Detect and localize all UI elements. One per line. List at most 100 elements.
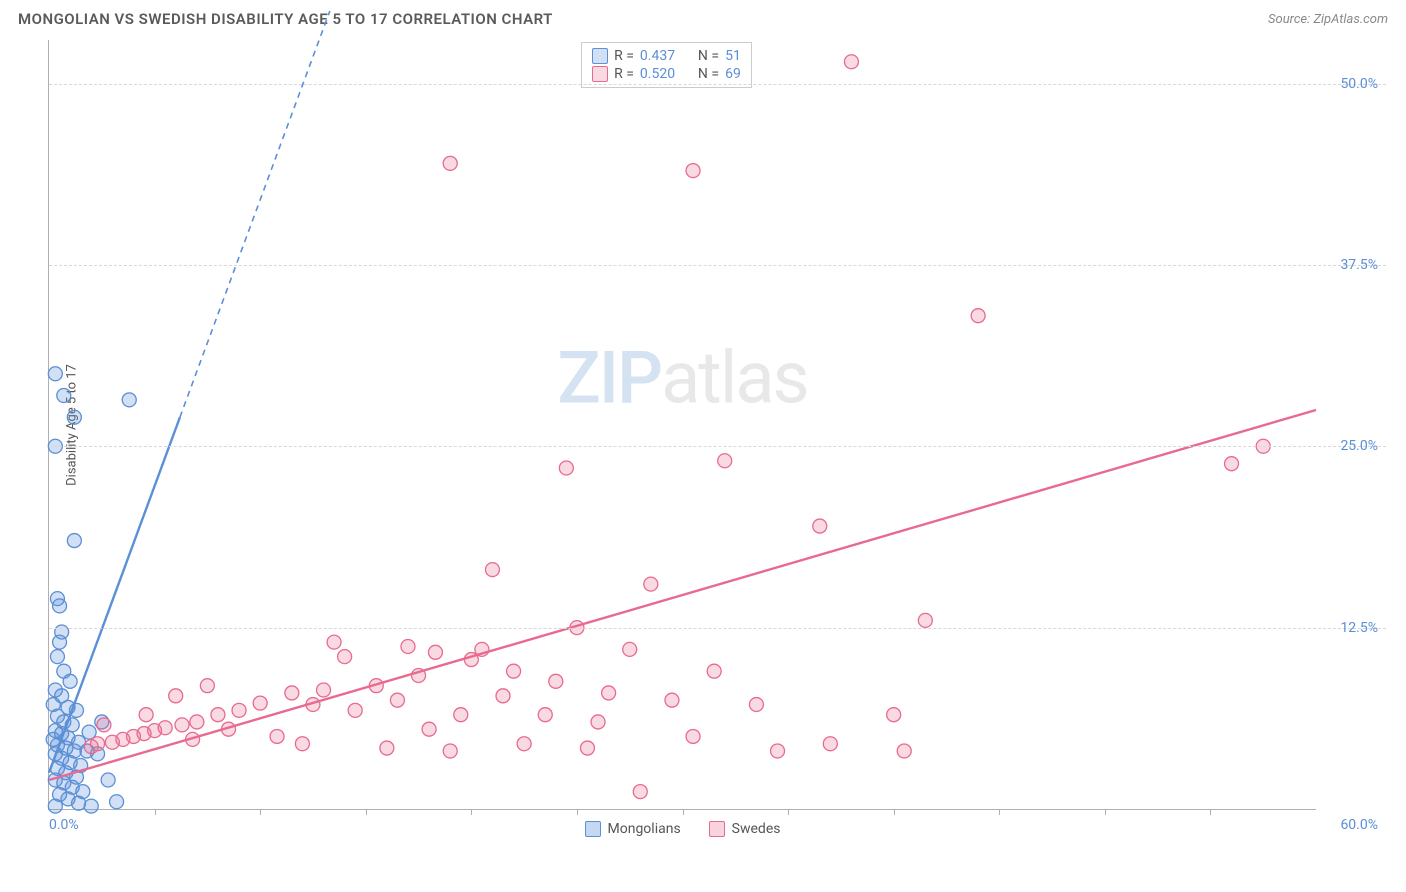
data-point bbox=[50, 650, 64, 664]
x-tick bbox=[683, 809, 684, 815]
data-point bbox=[380, 741, 394, 755]
data-point bbox=[665, 693, 679, 707]
grid-line bbox=[49, 628, 1386, 629]
grid-line bbox=[49, 84, 1386, 85]
x-tick-label: 60.0% bbox=[1340, 817, 1378, 833]
data-point bbox=[517, 737, 531, 751]
legend-swatch bbox=[709, 821, 725, 837]
data-point bbox=[53, 635, 67, 649]
chart-title: MONGOLIAN VS SWEDISH DISABILITY AGE 5 TO… bbox=[18, 10, 553, 28]
legend-n-label: N = bbox=[698, 48, 719, 64]
y-tick-label: 50.0% bbox=[1340, 76, 1378, 92]
data-point bbox=[338, 650, 352, 664]
data-point bbox=[285, 686, 299, 700]
legend-r-label: R = bbox=[614, 48, 634, 64]
legend-item: Mongolians bbox=[585, 821, 681, 837]
x-tick bbox=[366, 809, 367, 815]
x-tick bbox=[894, 809, 895, 815]
data-point bbox=[175, 718, 189, 732]
data-point bbox=[443, 744, 457, 758]
trend-line-extrapolated bbox=[180, 11, 330, 417]
x-tick bbox=[577, 809, 578, 815]
data-point bbox=[971, 309, 985, 323]
legend-swatch bbox=[592, 66, 608, 82]
data-point bbox=[918, 613, 932, 627]
data-point bbox=[101, 773, 115, 787]
legend-row: R =0.520N =69 bbox=[592, 65, 741, 83]
chart-container: Disability Age 5 to 17 ZIPatlas R =0.437… bbox=[48, 40, 1386, 860]
data-point bbox=[549, 674, 563, 688]
data-point bbox=[686, 164, 700, 178]
plot-area: Disability Age 5 to 17 ZIPatlas R =0.437… bbox=[48, 40, 1316, 810]
grid-line bbox=[49, 446, 1386, 447]
data-point bbox=[48, 799, 62, 813]
data-point bbox=[538, 708, 552, 722]
legend-n-value: 51 bbox=[725, 48, 741, 64]
data-point bbox=[887, 708, 901, 722]
data-point bbox=[348, 703, 362, 717]
data-point bbox=[48, 367, 62, 381]
data-point bbox=[718, 454, 732, 468]
correlation-legend: R =0.437N =51R =0.520N =69 bbox=[581, 42, 752, 88]
data-point bbox=[122, 393, 136, 407]
legend-swatch bbox=[592, 48, 608, 64]
data-point bbox=[580, 741, 594, 755]
data-point bbox=[686, 729, 700, 743]
y-tick-label: 37.5% bbox=[1340, 257, 1378, 273]
data-point bbox=[295, 737, 309, 751]
series-legend: Mongolians Swedes bbox=[585, 821, 781, 837]
data-point bbox=[270, 729, 284, 743]
chart-source: Source: ZipAtlas.com bbox=[1268, 12, 1388, 27]
data-point bbox=[813, 519, 827, 533]
data-point bbox=[253, 696, 267, 710]
data-point bbox=[232, 703, 246, 717]
data-point bbox=[46, 732, 60, 746]
data-point bbox=[591, 715, 605, 729]
x-tick bbox=[999, 809, 1000, 815]
data-point bbox=[72, 796, 86, 810]
data-point bbox=[771, 744, 785, 758]
legend-label: Swedes bbox=[732, 821, 781, 837]
data-point bbox=[139, 708, 153, 722]
data-point bbox=[327, 635, 341, 649]
data-point bbox=[507, 664, 521, 678]
data-point bbox=[169, 689, 183, 703]
legend-n-value: 69 bbox=[725, 66, 741, 82]
data-point bbox=[67, 410, 81, 424]
data-point bbox=[559, 461, 573, 475]
data-point bbox=[633, 785, 647, 799]
legend-r-label: R = bbox=[614, 66, 634, 82]
data-point bbox=[97, 718, 111, 732]
data-point bbox=[422, 722, 436, 736]
scatter-plot-svg bbox=[49, 40, 1316, 809]
y-tick-label: 25.0% bbox=[1340, 438, 1378, 454]
data-point bbox=[105, 735, 119, 749]
data-point bbox=[110, 795, 124, 809]
x-tick bbox=[260, 809, 261, 815]
data-point bbox=[707, 664, 721, 678]
data-point bbox=[443, 156, 457, 170]
data-point bbox=[644, 577, 658, 591]
chart-header: MONGOLIAN VS SWEDISH DISABILITY AGE 5 TO… bbox=[0, 0, 1406, 36]
y-tick-label: 12.5% bbox=[1340, 620, 1378, 636]
x-tick bbox=[1105, 809, 1106, 815]
data-point bbox=[823, 737, 837, 751]
data-point bbox=[428, 645, 442, 659]
legend-label: Mongolians bbox=[608, 821, 681, 837]
data-point bbox=[390, 693, 404, 707]
data-point bbox=[897, 744, 911, 758]
data-point bbox=[53, 599, 67, 613]
data-point bbox=[844, 55, 858, 69]
x-tick bbox=[788, 809, 789, 815]
x-tick bbox=[1210, 809, 1211, 815]
data-point bbox=[190, 715, 204, 729]
data-point bbox=[496, 689, 510, 703]
data-point bbox=[749, 698, 763, 712]
data-point bbox=[602, 686, 616, 700]
data-point bbox=[1225, 457, 1239, 471]
x-tick bbox=[155, 809, 156, 815]
data-point bbox=[401, 640, 415, 654]
trend-line bbox=[49, 410, 1316, 780]
legend-r-value: 0.520 bbox=[640, 66, 692, 82]
data-point bbox=[211, 708, 225, 722]
